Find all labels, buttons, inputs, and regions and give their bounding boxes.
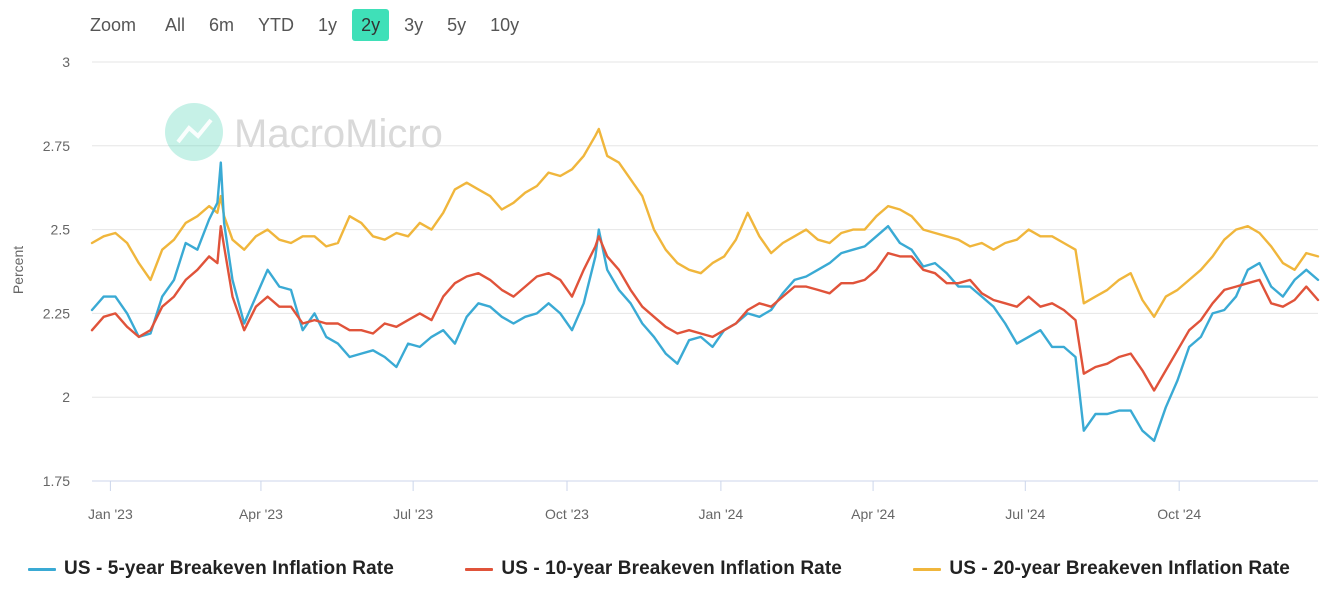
y-tick-label: 2.25 (43, 305, 70, 321)
legend-swatch-5y (28, 567, 56, 571)
range-button-6m[interactable]: 6m (209, 15, 235, 35)
range-button-5y[interactable]: 5y (447, 15, 467, 35)
x-tick-label: Jan '23 (88, 506, 133, 522)
range-button-1y[interactable]: 1y (318, 15, 338, 35)
x-tick-label: Apr '23 (239, 506, 283, 522)
watermark-text: MacroMicro (234, 112, 443, 156)
x-tick-label: Jul '23 (393, 506, 433, 522)
range-button-all[interactable]: All (165, 15, 186, 35)
range-button-ytd[interactable]: YTD (258, 15, 295, 35)
series-line-5y[interactable] (90, 161, 1320, 442)
y-axis-title: Percent (10, 246, 26, 294)
gridlines (92, 61, 1318, 398)
y-tick-label: 2.75 (43, 138, 70, 154)
legend-item-10y[interactable]: US - 10-year Breakeven Inflation Rate (465, 558, 842, 580)
x-tick-label: Apr '24 (851, 506, 895, 522)
zoom-label: Zoom (90, 14, 137, 35)
legend-label-5y: US - 5-year Breakeven Inflation Rate (64, 558, 394, 579)
series-lines (90, 127, 1320, 442)
x-tick-label: Oct '23 (545, 506, 589, 522)
legend-item-5y[interactable]: US - 5-year Breakeven Inflation Rate (28, 558, 394, 580)
axes: Percent 1.75 2 2.25 2.5 2.75 3 Jan '23 Apr '23 J… (10, 54, 1318, 522)
range-button-3y[interactable]: 3y (404, 15, 424, 35)
legend-label-20y: US - 20-year Breakeven Inflation Rate (949, 558, 1290, 579)
watermark-trend-icon (176, 118, 213, 144)
watermark: MacroMicro (165, 103, 443, 161)
legend: US - 5-year Breakeven Inflation Rate US … (0, 552, 1344, 586)
x-tick-label: Jan '24 (699, 506, 744, 522)
y-tick-label: 3 (62, 54, 70, 70)
x-tick-label: Oct '24 (1157, 506, 1201, 522)
legend-swatch-20y (913, 567, 942, 571)
range-button-10y[interactable]: 10y (490, 15, 520, 35)
series-line-20y[interactable] (90, 127, 1320, 318)
legend-swatch-10y (465, 567, 494, 571)
y-tick-label: 1.75 (43, 473, 70, 489)
series-line-10y[interactable] (90, 224, 1320, 392)
y-tick-label: 2 (62, 389, 70, 405)
y-tick-label: 2.5 (51, 222, 71, 238)
legend-label-10y: US - 10-year Breakeven Inflation Rate (501, 558, 842, 579)
x-tick-label: Jul '24 (1005, 506, 1045, 522)
range-button-2y[interactable]: 2y (352, 9, 390, 41)
range-selector: Zoom All 6m YTD 1y 2y 3y 5y 10y (84, 8, 534, 42)
legend-item-20y[interactable]: US - 20-year Breakeven Inflation Rate (913, 558, 1290, 580)
